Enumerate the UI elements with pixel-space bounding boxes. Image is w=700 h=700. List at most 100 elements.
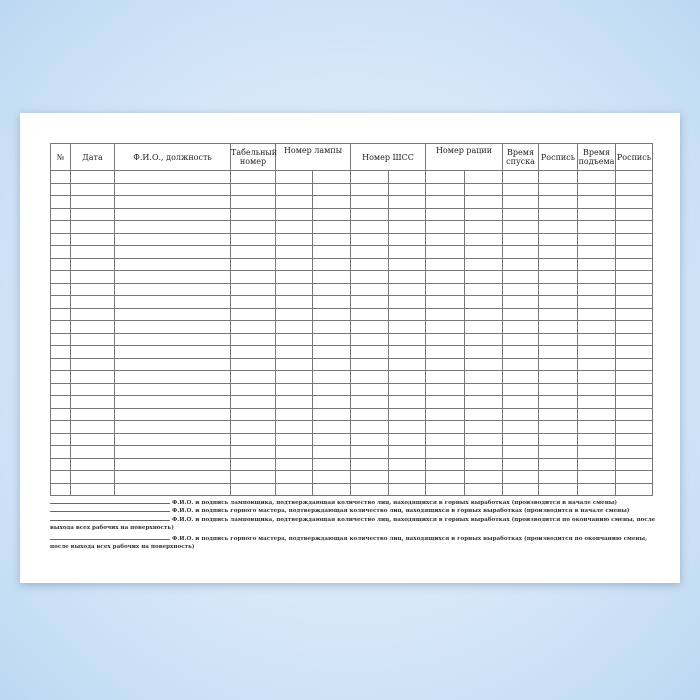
signature-line[interactable]	[50, 539, 170, 541]
table-cell[interactable]	[615, 307, 654, 321]
table-cell[interactable]	[538, 432, 579, 446]
table-cell[interactable]	[502, 195, 540, 209]
table-cell[interactable]	[275, 195, 313, 209]
table-cell[interactable]	[502, 470, 540, 484]
table-cell[interactable]	[114, 345, 231, 359]
table-cell[interactable]	[577, 170, 617, 184]
table-cell[interactable]	[538, 370, 579, 384]
table-cell[interactable]	[425, 432, 466, 446]
table-cell[interactable]	[50, 195, 71, 209]
table-cell[interactable]	[577, 257, 617, 271]
table-cell[interactable]	[50, 182, 71, 196]
table-cell[interactable]	[577, 232, 617, 246]
table-cell[interactable]	[615, 382, 654, 396]
table-cell[interactable]	[387, 320, 427, 334]
table-cell[interactable]	[577, 345, 617, 359]
table-cell[interactable]	[502, 482, 540, 496]
table-cell[interactable]	[50, 395, 71, 409]
table-cell[interactable]	[275, 357, 313, 371]
table-cell[interactable]	[615, 245, 654, 259]
table-cell[interactable]	[230, 445, 276, 459]
table-cell[interactable]	[538, 182, 579, 196]
table-cell[interactable]	[70, 470, 115, 484]
table-cell[interactable]	[350, 395, 389, 409]
table-cell[interactable]	[502, 407, 540, 421]
table-cell[interactable]	[50, 307, 71, 321]
table-cell[interactable]	[464, 182, 504, 196]
table-cell[interactable]	[70, 182, 115, 196]
table-cell[interactable]	[538, 420, 579, 434]
table-cell[interactable]	[275, 395, 313, 409]
table-cell[interactable]	[464, 170, 504, 184]
table-cell[interactable]	[114, 170, 231, 184]
table-cell[interactable]	[538, 382, 579, 396]
table-cell[interactable]	[230, 332, 276, 346]
table-cell[interactable]	[70, 257, 115, 271]
table-cell[interactable]	[577, 370, 617, 384]
table-cell[interactable]	[502, 207, 540, 221]
table-cell[interactable]	[425, 170, 466, 184]
table-cell[interactable]	[70, 432, 115, 446]
table-cell[interactable]	[70, 420, 115, 434]
table-cell[interactable]	[425, 307, 466, 321]
table-cell[interactable]	[615, 282, 654, 296]
table-cell[interactable]	[114, 482, 231, 496]
table-cell[interactable]	[114, 207, 231, 221]
table-cell[interactable]	[387, 220, 427, 234]
table-cell[interactable]	[312, 382, 351, 396]
table-cell[interactable]	[230, 345, 276, 359]
table-cell[interactable]	[387, 307, 427, 321]
table-cell[interactable]	[538, 195, 579, 209]
table-cell[interactable]	[312, 357, 351, 371]
table-cell[interactable]	[275, 307, 313, 321]
table-cell[interactable]	[350, 220, 389, 234]
table-cell[interactable]	[425, 195, 466, 209]
table-cell[interactable]	[50, 482, 71, 496]
table-cell[interactable]	[70, 482, 115, 496]
table-cell[interactable]	[275, 420, 313, 434]
table-cell[interactable]	[275, 345, 313, 359]
table-cell[interactable]	[615, 170, 654, 184]
table-cell[interactable]	[312, 407, 351, 421]
table-cell[interactable]	[502, 345, 540, 359]
table-cell[interactable]	[502, 370, 540, 384]
table-cell[interactable]	[425, 320, 466, 334]
table-cell[interactable]	[615, 207, 654, 221]
table-cell[interactable]	[387, 182, 427, 196]
signature-line[interactable]	[50, 511, 170, 513]
table-cell[interactable]	[577, 470, 617, 484]
table-cell[interactable]	[350, 407, 389, 421]
table-cell[interactable]	[50, 407, 71, 421]
table-cell[interactable]	[350, 295, 389, 309]
table-cell[interactable]	[502, 295, 540, 309]
table-cell[interactable]	[275, 270, 313, 284]
table-cell[interactable]	[70, 270, 115, 284]
table-cell[interactable]	[538, 295, 579, 309]
table-cell[interactable]	[50, 320, 71, 334]
table-cell[interactable]	[350, 482, 389, 496]
table-cell[interactable]	[114, 370, 231, 384]
table-cell[interactable]	[464, 207, 504, 221]
table-cell[interactable]	[275, 407, 313, 421]
table-cell[interactable]	[70, 245, 115, 259]
table-cell[interactable]	[387, 407, 427, 421]
table-cell[interactable]	[425, 370, 466, 384]
table-cell[interactable]	[502, 445, 540, 459]
table-cell[interactable]	[114, 382, 231, 396]
table-cell[interactable]	[114, 295, 231, 309]
table-cell[interactable]	[230, 382, 276, 396]
table-cell[interactable]	[425, 445, 466, 459]
table-cell[interactable]	[387, 232, 427, 246]
table-cell[interactable]	[464, 382, 504, 396]
table-cell[interactable]	[425, 182, 466, 196]
table-cell[interactable]	[502, 320, 540, 334]
table-cell[interactable]	[387, 245, 427, 259]
table-cell[interactable]	[425, 270, 466, 284]
table-cell[interactable]	[387, 295, 427, 309]
table-cell[interactable]	[230, 420, 276, 434]
table-cell[interactable]	[464, 282, 504, 296]
table-cell[interactable]	[538, 220, 579, 234]
table-cell[interactable]	[114, 395, 231, 409]
table-cell[interactable]	[50, 420, 71, 434]
table-cell[interactable]	[114, 407, 231, 421]
